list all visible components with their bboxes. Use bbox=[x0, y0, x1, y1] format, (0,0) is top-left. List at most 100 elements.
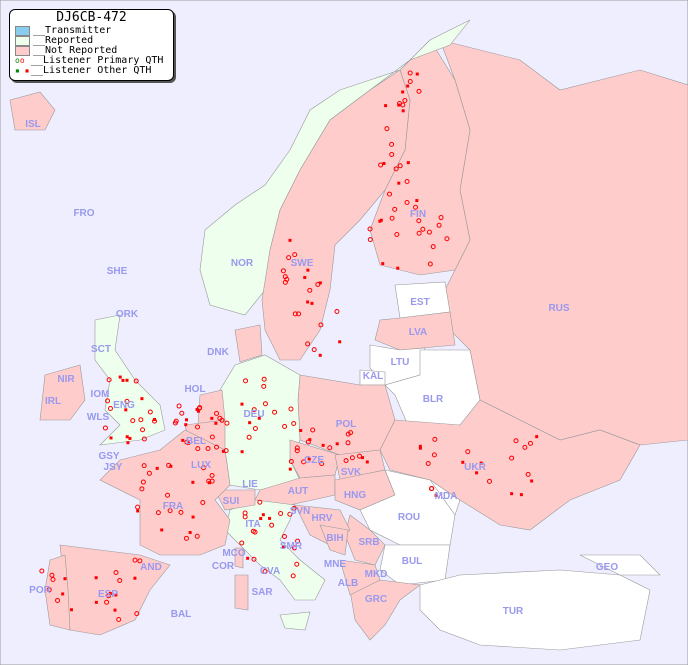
country-label-sct: SCT bbox=[91, 344, 111, 355]
listener-other-marker bbox=[184, 423, 188, 427]
listener-other-marker bbox=[384, 104, 388, 108]
country-label-fra: FRA bbox=[163, 501, 184, 512]
listener-primary-marker bbox=[429, 486, 435, 492]
listener-primary-marker bbox=[116, 616, 122, 622]
country-label-gsy: GSY bbox=[98, 451, 119, 462]
listener-other-marker bbox=[261, 513, 265, 517]
country-ita bbox=[224, 499, 326, 601]
listener-primary-marker bbox=[513, 438, 519, 444]
listener-primary-marker bbox=[444, 236, 450, 242]
listener-other-marker bbox=[118, 375, 122, 379]
listener-primary-marker bbox=[206, 478, 212, 484]
listener-primary-marker bbox=[195, 446, 201, 452]
listener-primary-marker bbox=[465, 449, 471, 455]
listener-primary-marker bbox=[307, 287, 313, 293]
country-label-aut: AUT bbox=[288, 486, 309, 497]
listener-other-marker bbox=[475, 471, 479, 475]
country-label-tur: TUR bbox=[503, 606, 524, 617]
listener-other-marker bbox=[191, 515, 195, 519]
listener-other-marker bbox=[335, 442, 339, 446]
country-label-smr: SMR bbox=[280, 541, 303, 552]
listener-primary-marker bbox=[286, 255, 292, 261]
listener-other-marker bbox=[306, 300, 310, 304]
listener-primary-marker bbox=[117, 577, 123, 583]
listener-primary-marker bbox=[217, 415, 223, 421]
listener-other-marker bbox=[140, 397, 144, 401]
country-sic bbox=[279, 611, 311, 631]
legend-item-reported: __Reported bbox=[10, 36, 173, 46]
listener-other-marker bbox=[187, 441, 191, 445]
listener-other-marker bbox=[308, 438, 312, 442]
country-geo bbox=[579, 554, 661, 576]
listener-other-marker bbox=[299, 429, 303, 433]
listener-primary-marker bbox=[167, 508, 173, 514]
country-label-cor: COR bbox=[212, 561, 235, 572]
listener-other-marker bbox=[318, 353, 322, 357]
country-label-kal: KAL bbox=[363, 371, 384, 382]
listener-primary-marker bbox=[251, 556, 257, 562]
country-label-cze: CZE bbox=[304, 455, 324, 466]
listener-other-marker bbox=[128, 436, 132, 440]
listener-primary-marker bbox=[301, 459, 307, 465]
listener-primary-marker bbox=[55, 597, 61, 603]
listener-primary-marker bbox=[416, 230, 422, 236]
listener-primary-marker bbox=[527, 440, 533, 446]
country-cor bbox=[234, 547, 244, 569]
listener-primary-marker bbox=[209, 434, 215, 440]
listener-other-marker bbox=[406, 84, 410, 88]
country-label-esp: ESP bbox=[98, 589, 118, 600]
country-isl bbox=[9, 91, 56, 131]
listener-other-marker bbox=[434, 493, 438, 497]
listener-other-marker bbox=[259, 517, 263, 521]
listener-primary-marker bbox=[133, 378, 139, 384]
country-label-wls: WLS bbox=[87, 412, 110, 423]
listener-other-marker bbox=[109, 436, 113, 440]
listener-other-marker bbox=[257, 416, 261, 420]
country-label-fro: FRO bbox=[73, 208, 94, 219]
listener-primary-marker bbox=[280, 268, 286, 274]
listener-primary-marker bbox=[107, 405, 113, 411]
listener-other-marker bbox=[418, 444, 422, 448]
not-reported-swatch bbox=[15, 46, 30, 56]
listener-primary-marker bbox=[291, 505, 297, 511]
listener-other-marker bbox=[195, 407, 199, 411]
country-label-ork: ORK bbox=[116, 309, 139, 320]
listener-primary-marker bbox=[155, 510, 161, 516]
country-label-srb: SRB bbox=[358, 537, 379, 548]
listener-primary-marker bbox=[407, 70, 413, 76]
listener-primary-marker bbox=[432, 436, 438, 442]
listener-primary-marker bbox=[416, 88, 422, 94]
listener-primary-marker bbox=[389, 141, 395, 147]
listener-primary-marker bbox=[104, 599, 110, 605]
listener-other-marker bbox=[396, 266, 400, 270]
listener-primary-marker bbox=[438, 215, 444, 221]
listener-primary-marker bbox=[179, 410, 185, 416]
country-label-mne: MNE bbox=[324, 559, 347, 570]
country-label-hng: HNG bbox=[344, 490, 366, 501]
listener-primary-marker bbox=[261, 383, 267, 389]
listener-other-marker bbox=[401, 90, 405, 94]
listener-primary-marker bbox=[196, 405, 202, 411]
listener-primary-marker bbox=[357, 453, 363, 459]
listener-primary-marker bbox=[392, 206, 398, 212]
legend-item-not-reported: __Not Reported bbox=[10, 46, 173, 56]
listener-other-marker bbox=[288, 467, 292, 471]
country-label-mco: MCO bbox=[222, 548, 246, 559]
listener-primary-marker bbox=[130, 418, 136, 424]
listener-primary-marker bbox=[310, 427, 316, 433]
square-marker-icon: ▪ ▪ bbox=[15, 66, 30, 75]
listener-primary-marker bbox=[416, 218, 422, 224]
listener-primary-marker bbox=[49, 572, 55, 578]
country-label-dnk: DNK bbox=[207, 347, 229, 358]
listener-primary-marker bbox=[486, 478, 492, 484]
listener-primary-marker bbox=[386, 191, 392, 197]
listener-primary-marker bbox=[431, 452, 437, 458]
listener-primary-marker bbox=[106, 593, 112, 599]
listener-primary-marker bbox=[319, 461, 325, 467]
legend-item-other-qth: ▪ ▪ __Listener Other QTH bbox=[10, 66, 173, 76]
listener-other-marker bbox=[321, 443, 325, 447]
listener-other-marker bbox=[133, 576, 137, 580]
country-label-iom: IOM bbox=[91, 389, 110, 400]
